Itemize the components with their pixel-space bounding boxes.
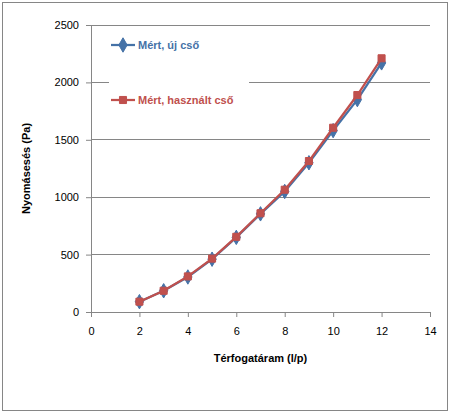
series-marker [233,233,240,240]
y-tick-mark [86,312,91,313]
y-tick-label: 2000 [55,76,79,88]
series-marker [378,55,385,62]
x-tick-label: 4 [185,325,191,337]
x-tick-label: 8 [282,325,288,337]
x-tick-mark [236,312,237,317]
legend-entry: Mért, használt cső [111,94,234,106]
grid-line [91,197,430,198]
series-marker [184,270,192,284]
x-tick: 0 [88,312,94,337]
y-tick: 1500 [55,134,91,146]
y-tick-label: 1500 [55,134,79,146]
series-marker [184,273,191,280]
grid-line [91,25,430,26]
grid [91,25,430,312]
y-tick-mark [86,140,91,141]
y-tick-mark [86,82,91,83]
legend: Mért, új cső Mért, használt cső [109,35,249,119]
y-tick: 1000 [55,191,91,203]
y-tick: 500 [61,249,91,261]
series-marker [281,184,289,198]
x-tick: 12 [376,312,388,337]
y-axis-line [86,26,92,313]
series-marker [256,207,264,221]
x-axis: 0 2 4 6 8 10 12 14 [88,312,436,337]
series-marker [329,123,337,137]
y-tick: 0 [73,306,91,318]
x-tick-mark [382,312,383,317]
x-tick-label: 14 [424,325,436,337]
x-tick-label: 12 [376,325,388,337]
series-marker [159,284,167,298]
series-marker [209,255,216,262]
x-tick: 2 [137,312,143,337]
x-axis-line [92,313,431,318]
x-tick-mark [333,312,334,317]
x-tick-mark [430,312,431,317]
grid-line [91,254,430,255]
y-tick-label: 2500 [55,19,79,31]
x-tick-label: 0 [88,325,94,337]
x-tick: 4 [185,312,191,337]
series-marker [281,186,288,193]
legend-label: Mért, használt cső [138,94,234,106]
y-tick: 2000 [55,76,91,88]
series-marker [232,230,240,244]
y-axis-title: Nyomásesés (Pa) [20,123,32,214]
plot: 0 2 4 6 8 10 12 14 0 500 1000 1500 2000 2500 [55,19,437,337]
chart: 0 2 4 6 8 10 12 14 0 500 1000 1500 2000 2500 Térfogatá… [0,0,452,415]
series-marker [160,287,167,294]
legend-background [109,35,249,119]
y-tick-label: 500 [61,249,79,261]
y-axis: 0 500 1000 1500 2000 2500 [55,19,92,318]
y-tick-mark [86,25,91,26]
y-tick: 2500 [55,19,91,31]
x-tick-mark [285,312,286,317]
y-tick-mark [86,197,91,198]
series-marker [330,124,337,131]
series-marker [208,252,216,266]
y-tick-mark [86,255,91,256]
series-marker [305,158,312,165]
x-tick: 6 [234,312,240,337]
legend-entry: Mért, új cső [111,38,199,52]
series-marker [135,294,143,308]
x-tick: 14 [424,312,436,337]
chart-frame [3,3,448,411]
series-marker [354,91,361,98]
y-tick-label: 0 [73,306,79,318]
legend-marker [119,38,127,52]
x-tick-mark [139,312,140,317]
y-tick-label: 1000 [55,191,79,203]
x-tick: 10 [328,312,340,337]
legend-label: Mért, új cső [138,39,199,51]
x-tick-label: 6 [234,325,240,337]
series-marker [136,298,143,305]
grid-line [91,139,430,140]
series-marker [305,156,313,170]
x-tick-label: 2 [137,325,143,337]
legend-marker [119,96,126,103]
x-axis-title: Térfogatáram (l/p) [214,352,308,364]
x-tick-label: 10 [328,325,340,337]
series-marker [257,210,264,217]
x-tick-mark [188,312,189,317]
x-tick: 8 [282,312,288,337]
